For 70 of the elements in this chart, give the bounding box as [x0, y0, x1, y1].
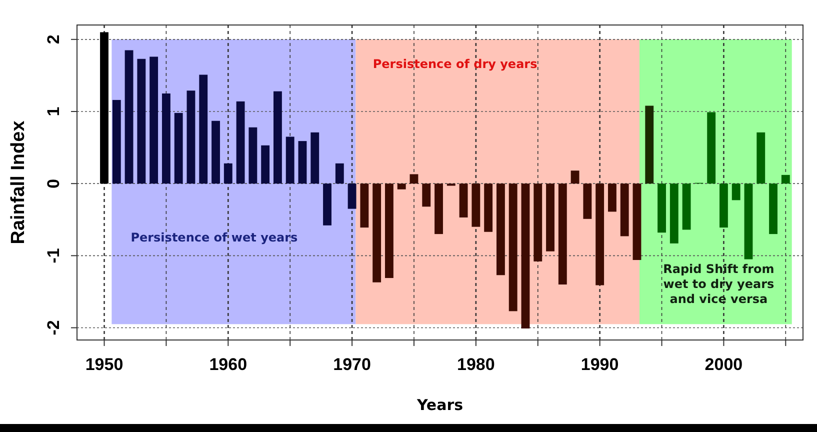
- bar: [496, 184, 505, 276]
- bar: [410, 174, 418, 184]
- bar: [596, 184, 604, 286]
- bar: [608, 184, 616, 212]
- y-tick-label: -2: [44, 320, 63, 336]
- bar: [162, 93, 170, 184]
- bar: [707, 112, 716, 184]
- x-tick-label: 1950: [85, 355, 124, 374]
- bar: [150, 56, 158, 184]
- bar: [484, 184, 493, 232]
- bar: [781, 174, 790, 184]
- bar: [682, 184, 691, 230]
- bar: [124, 50, 134, 184]
- bar: [261, 145, 270, 184]
- bar: [546, 184, 554, 252]
- bar: [248, 127, 258, 184]
- bar: [360, 184, 369, 228]
- bar: [434, 184, 443, 234]
- bar: [323, 184, 332, 226]
- bar: [112, 100, 121, 184]
- bar: [199, 74, 208, 184]
- bar: [632, 184, 642, 260]
- x-axis-title: Years: [416, 396, 464, 414]
- x-tick-label: 1980: [457, 355, 495, 374]
- bar: [521, 184, 530, 328]
- bar: [558, 184, 567, 284]
- bar: [273, 91, 282, 184]
- bar: [645, 106, 654, 184]
- bar: [769, 184, 778, 234]
- bar: [583, 184, 592, 219]
- bar: [658, 184, 666, 233]
- band-label: Rapid Shift from wet to dry years and vice versa: [663, 262, 774, 306]
- bar: [670, 184, 678, 244]
- bar: [212, 120, 220, 184]
- bar: [100, 32, 108, 184]
- y-tick-label: 2: [44, 34, 63, 44]
- bar: [422, 184, 431, 207]
- bar: [756, 132, 766, 184]
- band-label: Persistence of wet years: [130, 230, 298, 245]
- bar: [744, 184, 753, 260]
- bar: [372, 184, 382, 282]
- bar: [397, 184, 406, 190]
- bar: [732, 184, 740, 200]
- x-tick-label: 1960: [209, 355, 248, 374]
- x-tick-label: 1990: [580, 355, 619, 374]
- bar: [335, 163, 344, 184]
- bar: [298, 141, 307, 184]
- bar: [620, 184, 629, 236]
- bar: [224, 163, 232, 184]
- bar: [286, 136, 294, 184]
- x-tick-label: 1970: [333, 355, 371, 374]
- bar: [236, 101, 245, 184]
- bar: [720, 184, 728, 228]
- bar: [348, 184, 356, 209]
- y-tick-label: -1: [44, 248, 63, 264]
- bar: [310, 132, 320, 184]
- bar: [384, 184, 394, 278]
- bar: [472, 184, 480, 227]
- bar: [459, 184, 468, 218]
- x-tick-label: 2000: [704, 355, 743, 374]
- y-axis-title: Rainfall Index: [8, 120, 29, 244]
- bar: [570, 170, 580, 184]
- bar: [534, 184, 542, 262]
- y-tick-label: 0: [44, 178, 63, 188]
- bar: [137, 58, 146, 184]
- band-label: Persistence of dry years: [372, 56, 538, 71]
- bar: [508, 184, 518, 312]
- y-tick-label: 1: [44, 106, 63, 116]
- bar: [186, 90, 196, 184]
- bar: [174, 112, 183, 184]
